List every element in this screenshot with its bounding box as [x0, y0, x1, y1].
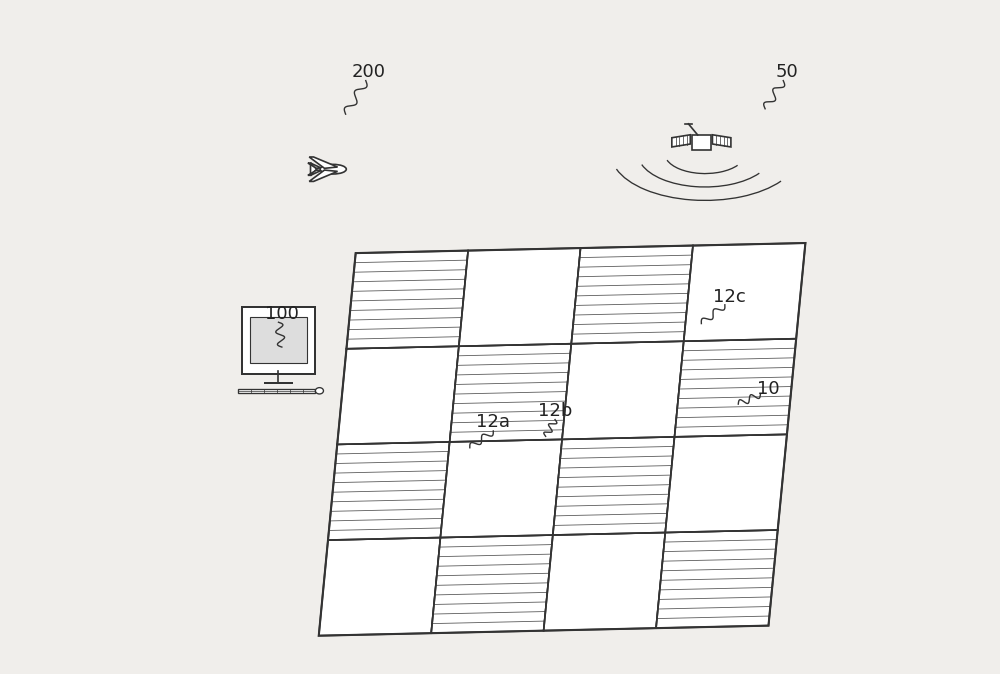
Polygon shape — [308, 170, 321, 175]
Polygon shape — [544, 532, 665, 631]
Polygon shape — [319, 538, 440, 636]
Polygon shape — [656, 530, 778, 628]
Polygon shape — [553, 437, 675, 535]
Polygon shape — [712, 135, 731, 147]
Ellipse shape — [315, 388, 323, 394]
Polygon shape — [328, 442, 450, 540]
Polygon shape — [665, 434, 787, 532]
Polygon shape — [311, 162, 317, 176]
Text: 10: 10 — [757, 380, 780, 398]
FancyBboxPatch shape — [692, 135, 711, 150]
Polygon shape — [562, 341, 684, 439]
FancyBboxPatch shape — [238, 389, 315, 393]
Text: 200: 200 — [352, 63, 386, 81]
Polygon shape — [309, 170, 338, 181]
Polygon shape — [675, 338, 796, 437]
Polygon shape — [440, 439, 562, 538]
Ellipse shape — [320, 164, 346, 174]
Polygon shape — [337, 346, 459, 444]
Polygon shape — [571, 245, 693, 344]
FancyBboxPatch shape — [250, 317, 307, 363]
FancyBboxPatch shape — [242, 307, 315, 374]
Polygon shape — [431, 535, 553, 633]
Polygon shape — [672, 135, 690, 147]
Text: 12c: 12c — [713, 288, 746, 306]
Text: 12a: 12a — [476, 413, 510, 431]
Polygon shape — [346, 251, 468, 348]
Polygon shape — [308, 163, 321, 168]
Polygon shape — [450, 344, 571, 442]
Polygon shape — [309, 157, 338, 168]
Polygon shape — [684, 243, 805, 341]
Text: 50: 50 — [776, 63, 799, 81]
Polygon shape — [459, 248, 581, 346]
Text: 100: 100 — [265, 305, 299, 322]
Text: 12b: 12b — [538, 402, 572, 420]
